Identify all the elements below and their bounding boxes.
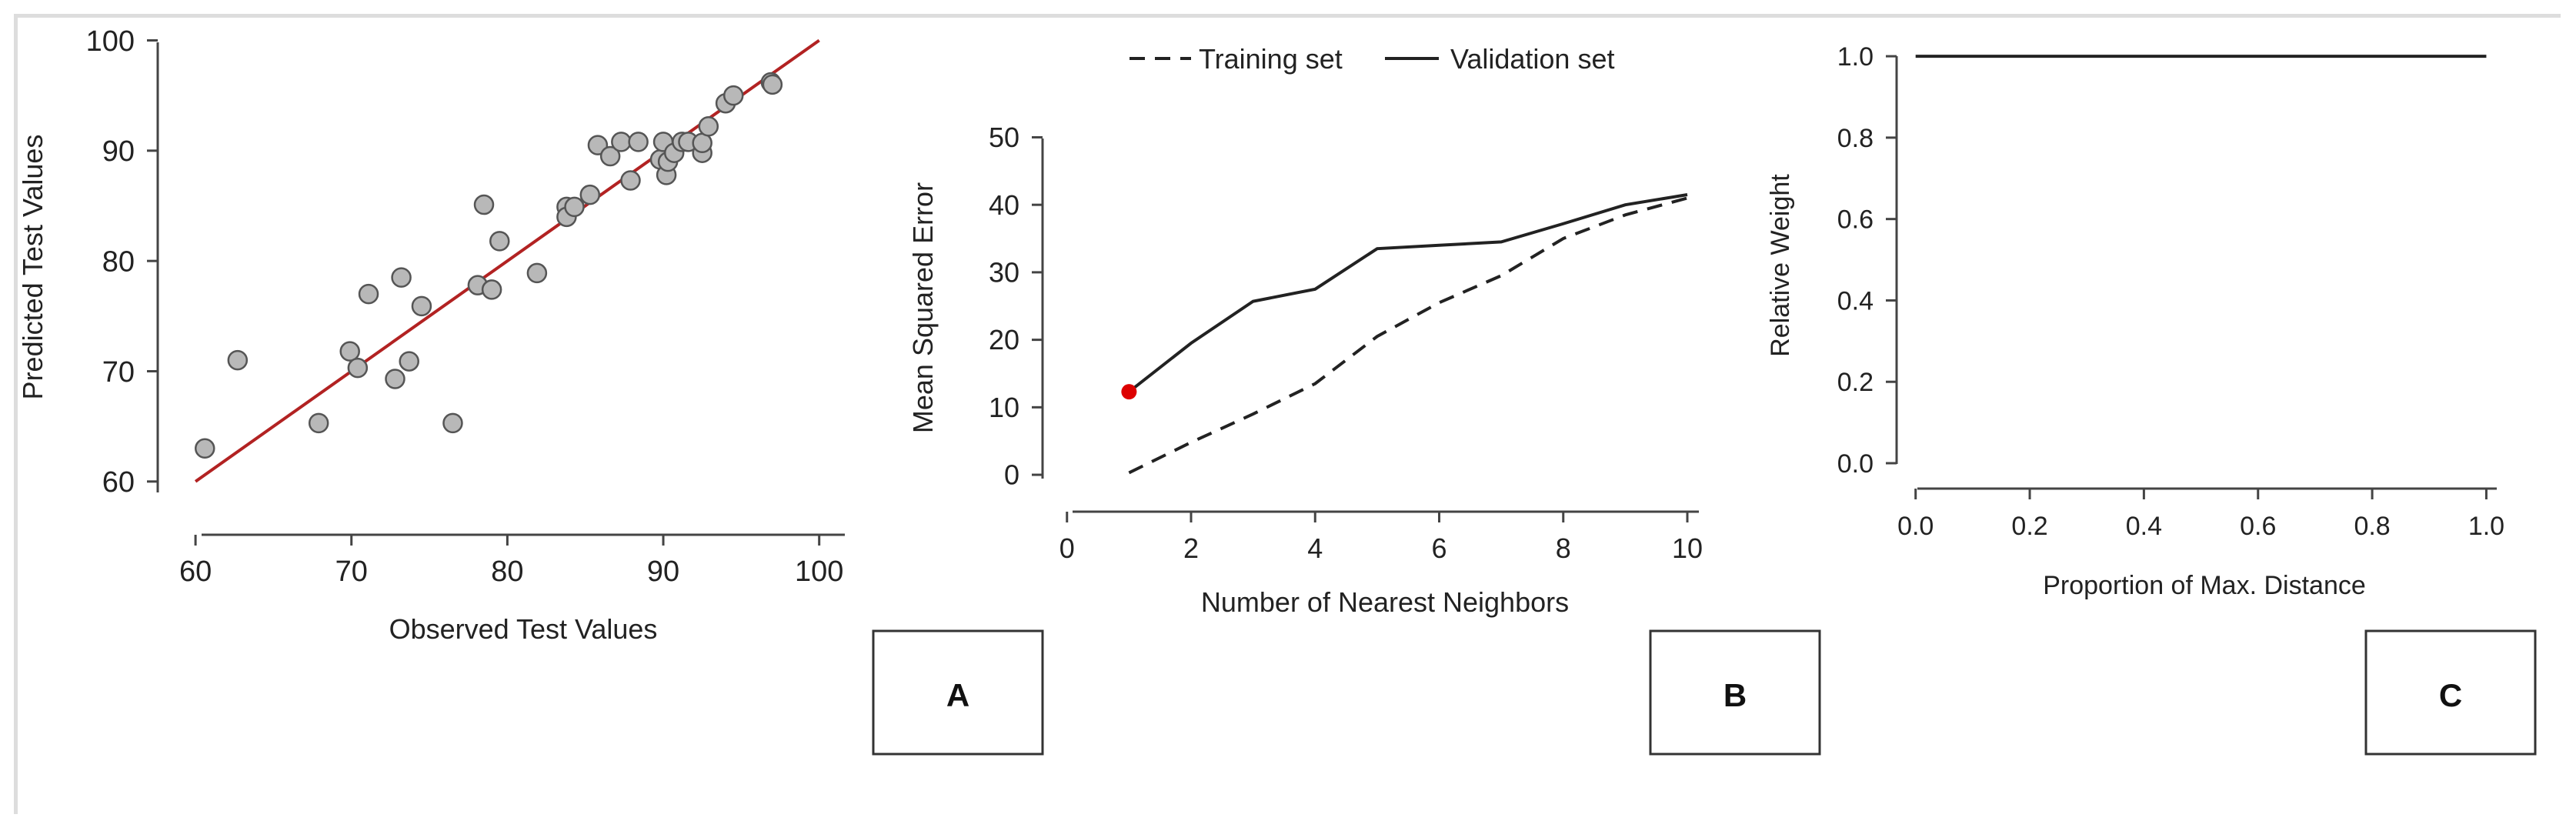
panel-a-x-tick-label: 100	[795, 556, 843, 588]
scatter-point	[698, 116, 719, 137]
panel-b-label: B	[1723, 677, 1747, 713]
panel-c-label-box	[2364, 629, 2537, 756]
series-line-validation-set	[1128, 193, 1688, 393]
panel-c-x-tick-label: 0.8	[2354, 512, 2390, 541]
scatter-point	[762, 74, 783, 95]
scatter-point	[358, 283, 379, 305]
scatter-point	[195, 438, 215, 459]
panel-c-y-tick-label: 0.6	[1837, 205, 1874, 235]
panel-b-label-box	[1649, 629, 1821, 756]
scatter-point	[227, 349, 249, 371]
scatter-point	[442, 412, 463, 434]
frame-left-border	[14, 14, 18, 814]
panel-c-y-tick-label: 0.4	[1837, 286, 1874, 315]
panel-c-x-tick-label: 0.6	[2240, 512, 2276, 541]
legend-validation-label: Validation set	[1450, 43, 1614, 75]
panel-b-y-tick-label: 20	[989, 324, 1019, 355]
panel-a-x-axis-title: Observed Test Values	[389, 613, 658, 645]
panel-c-x-axis-title: Proportion of Max. Distance	[2043, 571, 2366, 600]
panel-a-y-tick-label: 100	[86, 25, 135, 58]
panel-a-x-tick-label: 80	[491, 556, 523, 588]
scatter-point	[481, 279, 502, 300]
panel-a-x-tick-label: 90	[647, 556, 679, 588]
scatter-point	[399, 351, 419, 372]
panel-c-y-tick-label: 0.2	[1837, 368, 1874, 397]
panel-b-y-tick-label: 10	[989, 392, 1019, 423]
panel-c-x-tick-label: 0.2	[2011, 512, 2047, 541]
scatter-point	[391, 267, 412, 288]
scatter-point	[526, 262, 548, 284]
panel-b-x-tick-label: 10	[1672, 532, 1703, 564]
scatter-point	[579, 184, 601, 205]
frame-top-border	[14, 14, 2561, 18]
panel-a-y-tick-label: 60	[102, 466, 135, 499]
scatter-point	[564, 196, 585, 218]
scatter-point	[308, 412, 329, 434]
panel-c-x-tick-label: 0.4	[2126, 512, 2162, 541]
scatter-point	[599, 145, 621, 167]
scatter-point	[385, 369, 405, 389]
scatter-point	[339, 341, 360, 362]
panel-b-y-axis-title: Mean Squared Error	[907, 182, 939, 433]
panel-c-x-tick-label: 1.0	[2468, 512, 2504, 541]
panel-b-y-tick-label: 30	[989, 256, 1019, 288]
panel-c-x-tick-label: 0.0	[1897, 512, 1934, 541]
panel-a-x-tick-label: 60	[179, 556, 212, 588]
scatter-point	[620, 170, 641, 191]
panel-a-y-tick-label: 80	[102, 245, 135, 278]
panel-a-label: A	[946, 677, 969, 713]
scatter-point	[473, 194, 495, 215]
series-line-training-set	[1128, 196, 1688, 475]
panel-a-y-tick-label: 70	[102, 356, 135, 389]
panel-c-y-axis-title: Relative Weight	[1766, 174, 1795, 357]
scatter-point	[411, 295, 432, 317]
panel-b-x-tick-label: 2	[1183, 532, 1199, 564]
legend-training-label: Training set	[1199, 43, 1343, 75]
panel-c-y-tick-label: 1.0	[1837, 42, 1874, 72]
panel-b-x-tick-label: 4	[1307, 532, 1323, 564]
panel-c-label: C	[2439, 677, 2462, 713]
scatter-point	[722, 85, 744, 106]
panel-a-fit-line	[194, 38, 820, 483]
panel-b-x-tick-label: 0	[1059, 532, 1075, 564]
scatter-point	[611, 132, 632, 152]
panel-b-x-tick-label: 6	[1431, 532, 1446, 564]
scatter-point	[489, 231, 510, 252]
panel-b-y-tick-label: 40	[989, 189, 1019, 221]
panel-c-y-tick-label: 0.8	[1837, 124, 1874, 153]
panel-a-x-tick-label: 70	[335, 556, 368, 588]
panel-c-weight-chart: 0.0 0.2 0.4 0.6 0.8 1.0 0.0 0.2 0.4 0.6 0.8 1.0 Re…	[1766, 42, 2537, 756]
panel-b-line-chart: 0 10 20 30 40 50 0 2 4 6 8 10 Training set Validat…	[907, 43, 1821, 756]
panel-a-label-box	[872, 629, 1044, 756]
panel-c-y-tick-label: 0.0	[1837, 449, 1874, 479]
panel-b-y-tick-label: 0	[1004, 459, 1019, 491]
optimal-k-point	[1121, 384, 1137, 400]
panel-b-x-tick-label: 8	[1556, 532, 1571, 564]
scatter-point	[628, 132, 649, 152]
scatter-point	[347, 357, 369, 379]
panel-b-y-tick-label: 50	[989, 122, 1019, 153]
panel-a-y-tick-label: 90	[102, 135, 135, 168]
panel-a-y-axis-title: Predicted Test Values	[17, 135, 48, 400]
panel-b-x-axis-title: Number of Nearest Neighbors	[1201, 586, 1569, 618]
